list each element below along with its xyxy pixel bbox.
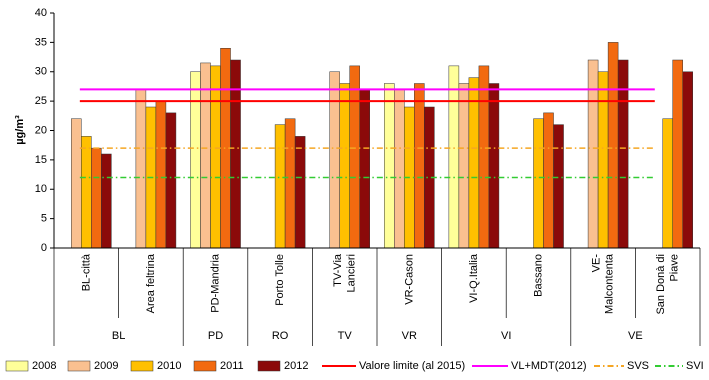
group-label: TV <box>338 330 353 342</box>
x-tick-label: VI-Q.Italia <box>468 253 480 303</box>
bar <box>662 118 673 249</box>
legend-label: SVS <box>627 360 649 372</box>
bar <box>478 65 490 249</box>
bar <box>587 59 599 249</box>
y-tick-label: 15 <box>35 154 47 166</box>
bar <box>597 71 609 249</box>
bar <box>607 42 619 249</box>
x-tick-label: BL-città <box>80 253 92 291</box>
bar <box>553 124 564 249</box>
bar <box>543 112 554 249</box>
bar <box>617 59 629 249</box>
bar <box>458 83 470 249</box>
legend-label: SVI <box>686 360 704 372</box>
x-tick-label: VR-Cason <box>403 254 415 305</box>
y-axis-label: µg/m³ <box>14 115 26 145</box>
bar <box>533 118 544 249</box>
x-tick-label: TV-ViaLancieri <box>332 253 357 292</box>
bar <box>284 118 296 249</box>
bar <box>81 136 92 249</box>
group-label: VI <box>501 330 511 342</box>
bar <box>200 62 211 249</box>
x-tick-label: Area feltrina <box>145 253 157 313</box>
bar <box>230 59 241 249</box>
bar <box>384 83 395 249</box>
bar <box>190 71 201 249</box>
bar <box>329 71 340 249</box>
legend-swatch <box>257 360 281 372</box>
bar <box>339 83 350 249</box>
y-tick-label: 20 <box>35 124 47 136</box>
group-label: VE <box>628 330 643 342</box>
x-tick-label: PD-Mandria <box>209 253 221 313</box>
bar <box>488 83 500 249</box>
group-label: VR <box>402 330 417 342</box>
legend-label: 2008 <box>32 360 56 372</box>
y-tick-label: 25 <box>35 95 47 107</box>
bar <box>359 89 370 249</box>
x-tick-label: San Donà diPiave <box>655 254 680 315</box>
legend-label: 2012 <box>284 360 308 372</box>
legend-swatch <box>67 360 91 372</box>
bar <box>294 136 306 249</box>
bar <box>71 118 82 249</box>
legend-label: 2011 <box>220 360 244 372</box>
x-tick-label: VE-Malcontenta <box>590 253 615 314</box>
y-tick-label: 30 <box>35 66 47 78</box>
bar <box>210 65 221 249</box>
bar <box>101 153 112 249</box>
bar <box>468 77 480 249</box>
legend-swatch <box>193 360 217 372</box>
group-label: RO <box>272 330 289 342</box>
x-tick-label: Bassano <box>532 254 544 297</box>
bar <box>155 100 167 249</box>
legend-label: VL+MDT(2012) <box>511 360 587 372</box>
y-tick-label: 10 <box>35 183 47 195</box>
bar <box>165 112 177 249</box>
bar <box>135 89 147 249</box>
y-tick-label: 35 <box>35 36 47 48</box>
y-tick-label: 40 <box>35 7 47 19</box>
legend-swatch <box>130 360 154 372</box>
bar <box>394 89 405 249</box>
bar <box>682 71 693 249</box>
legend-label: 2010 <box>157 360 181 372</box>
bar <box>274 124 286 249</box>
bar <box>91 147 102 249</box>
bar <box>349 65 360 249</box>
legend-swatch <box>5 360 29 372</box>
bar <box>414 83 425 249</box>
group-label: BL <box>112 330 125 342</box>
y-tick-label: 0 <box>41 242 47 254</box>
x-tick-label: Porto Tolle <box>274 254 286 306</box>
legend-label: Valore limite (al 2015) <box>359 360 465 372</box>
y-tick-label: 5 <box>41 213 47 225</box>
bar <box>672 59 683 249</box>
legend-label: 2009 <box>94 360 118 372</box>
group-label: PD <box>208 330 223 342</box>
bar <box>448 65 460 249</box>
